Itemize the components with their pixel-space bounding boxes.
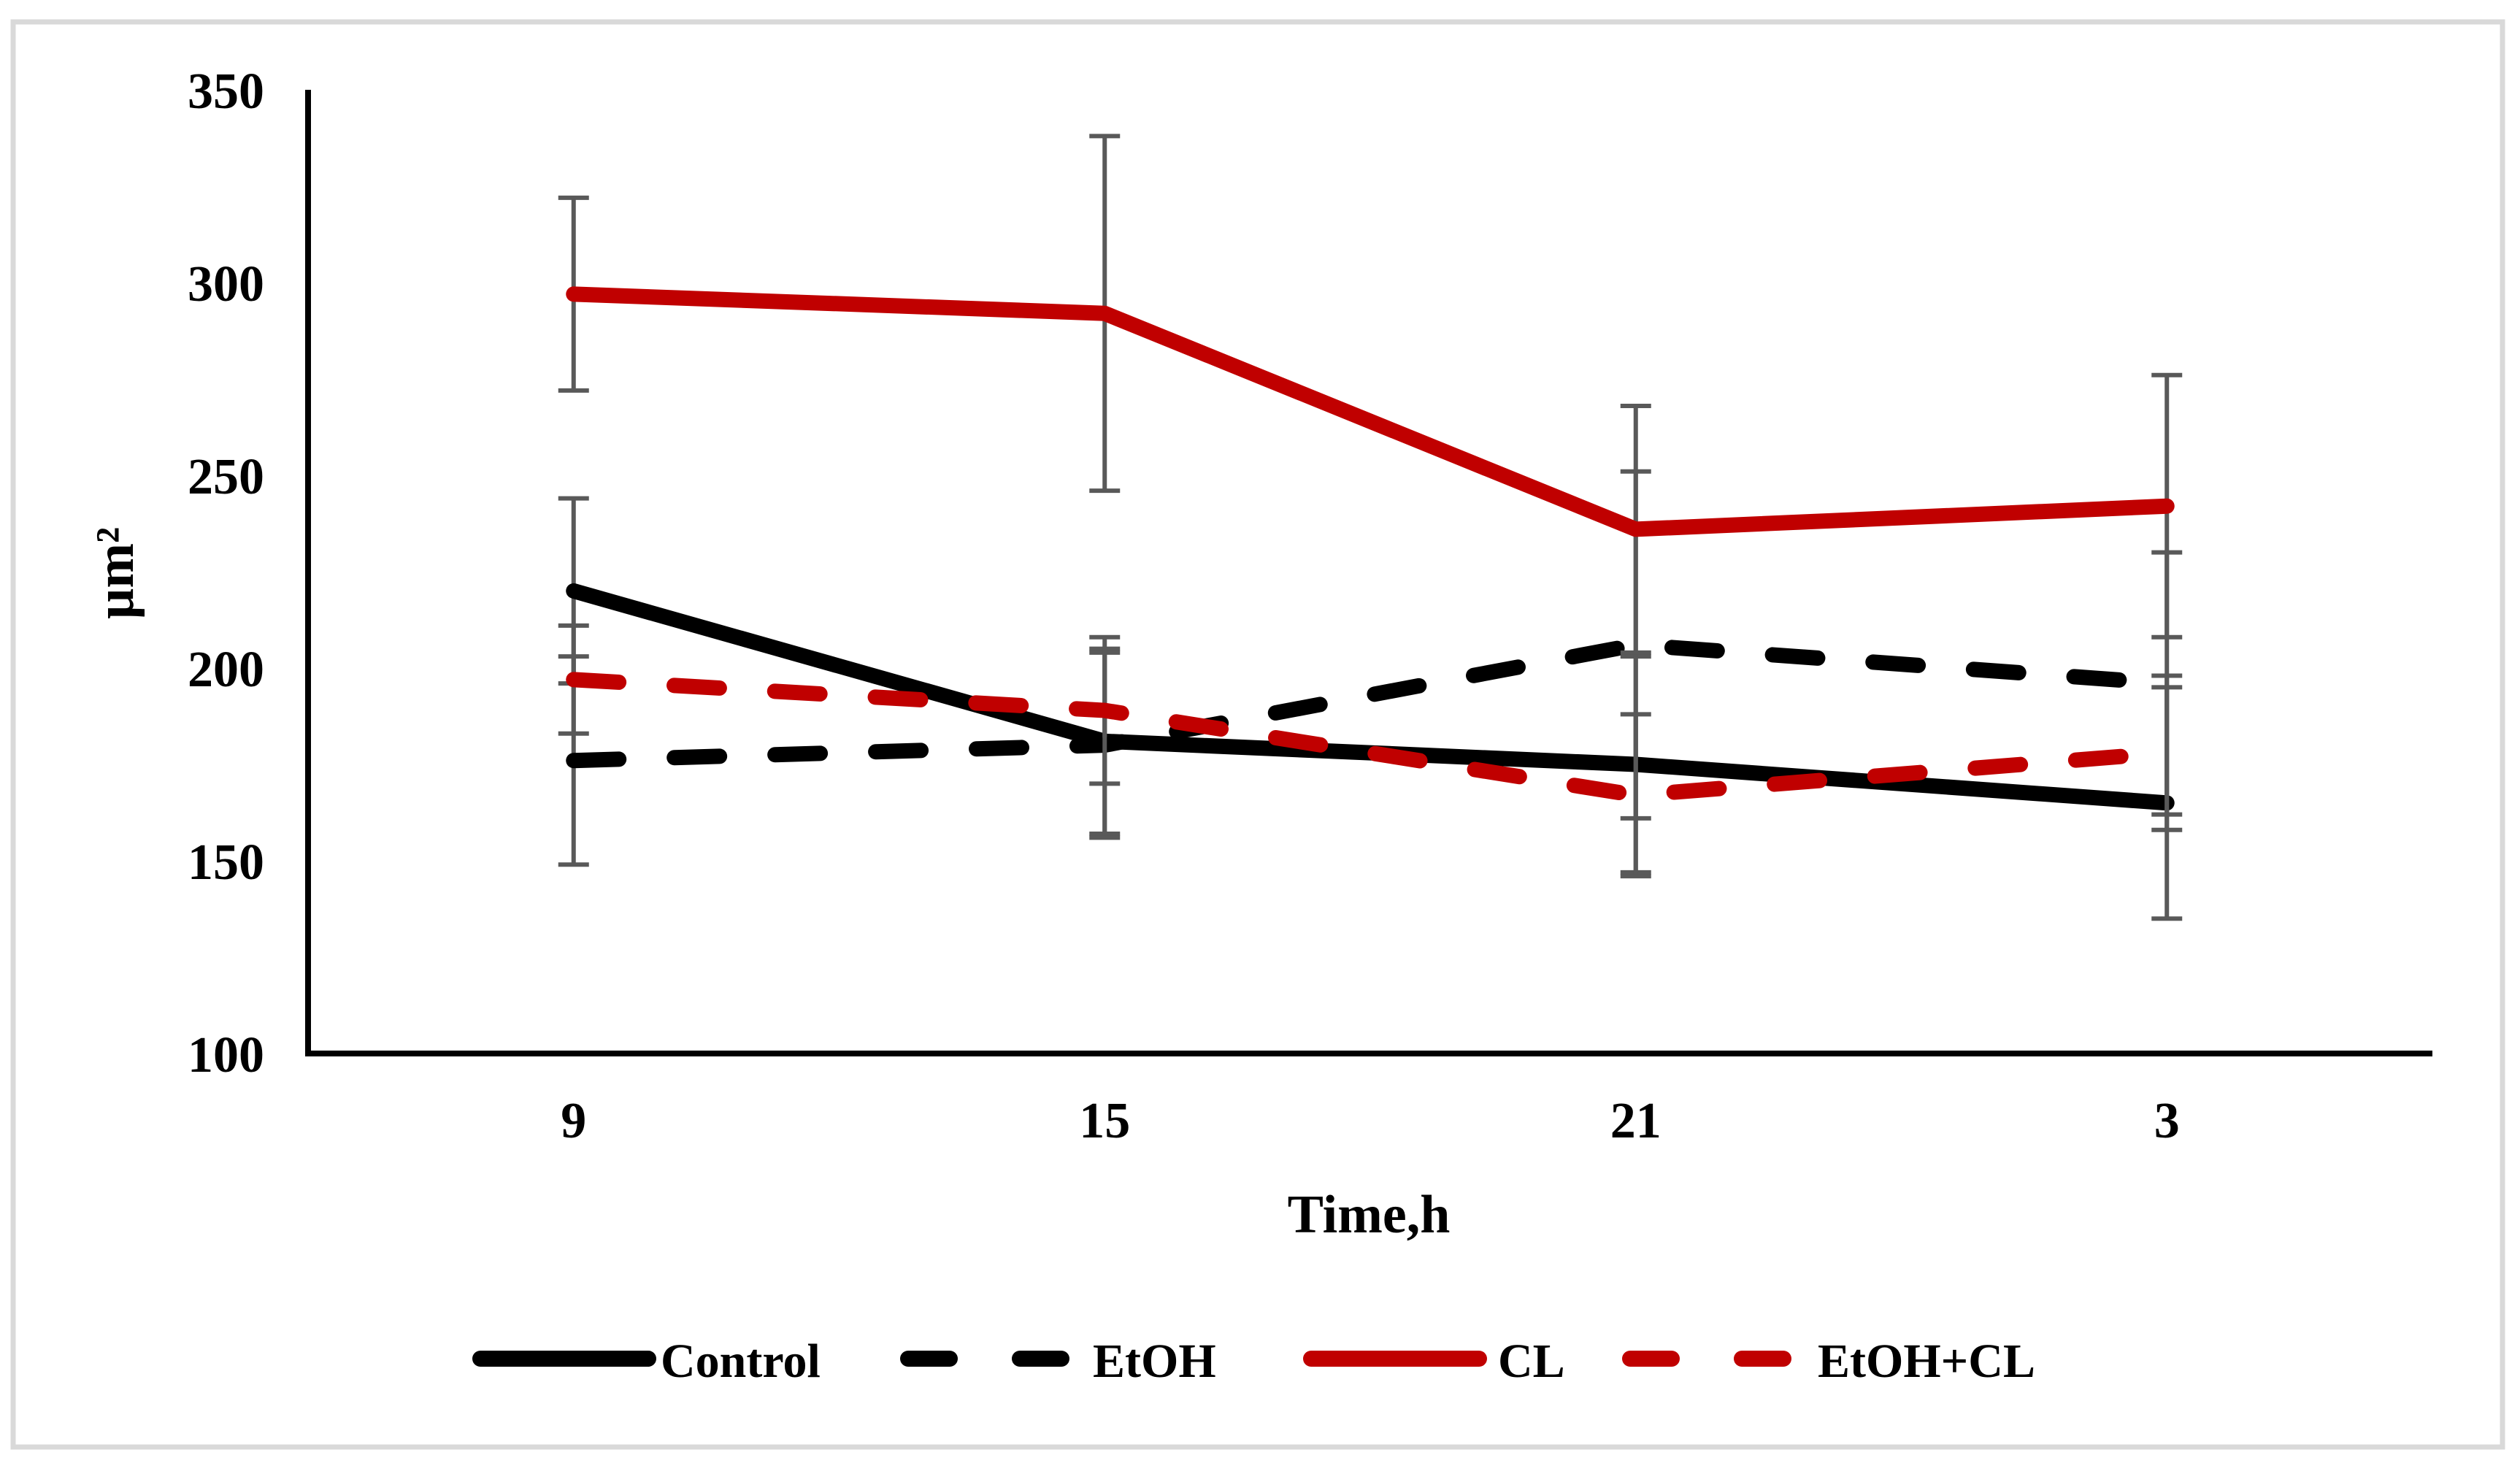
series-line-cl <box>566 286 2175 537</box>
x-tick-label: 21 <box>1610 1093 1662 1149</box>
legend-label-control: Control <box>661 1335 821 1388</box>
axis-lines <box>305 90 2432 1056</box>
legend-label-cl: CL <box>1498 1335 1565 1388</box>
y-tick-label: 100 <box>188 1027 264 1083</box>
series-line-etoh <box>566 637 2175 769</box>
y-tick-label: 150 <box>188 834 264 891</box>
plot-area: 100 150 200 250 300 350 9 15 21 3 Control EtOH CL EtO… <box>188 64 2432 1388</box>
figure-frame-border <box>10 19 2505 1450</box>
legend-label-etoh: EtOH <box>1093 1335 1216 1388</box>
x-axis-title: Time,h <box>1288 1185 1451 1245</box>
x-tick-label: 3 <box>2154 1093 2180 1149</box>
legend-label-etoh-cl: EtOH+CL <box>1818 1335 2035 1388</box>
y-tick-label: 200 <box>188 642 264 698</box>
x-tick-label: 9 <box>561 1093 586 1149</box>
y-tick-label: 250 <box>188 449 264 505</box>
x-tick-label: 15 <box>1079 1093 1130 1149</box>
y-tick-label: 300 <box>188 256 264 312</box>
y-tick-label: 350 <box>188 64 264 120</box>
series-line-etoh-cl <box>566 672 2175 803</box>
y-axis-title: µm² <box>85 527 145 619</box>
